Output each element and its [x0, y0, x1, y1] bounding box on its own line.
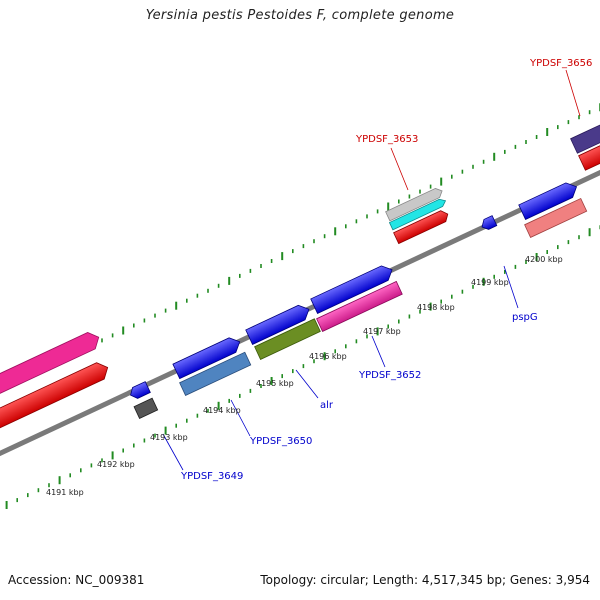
- label-leaders: [162, 69, 581, 471]
- gene-feature[interactable]: [524, 197, 588, 238]
- forward-strand-features: [0, 121, 600, 438]
- kbp-label-4197: 4197 kbp: [363, 327, 401, 336]
- kbp-label-4196: 4196 kbp: [309, 352, 347, 361]
- gene-feature[interactable]: [310, 263, 396, 314]
- inner-tick-track: [5, 225, 600, 509]
- gene-feature[interactable]: [388, 197, 447, 231]
- gene-label-pspg: pspG: [512, 312, 538, 323]
- gene-feature[interactable]: [578, 138, 600, 171]
- gene-feature[interactable]: [479, 215, 498, 232]
- kbp-label-4191: 4191 kbp: [46, 488, 84, 497]
- gene-label-ypdsf-3656: YPDSF_3656: [529, 58, 592, 69]
- gene-feature[interactable]: [393, 209, 451, 245]
- kbp-label-4195: 4195 kbp: [256, 379, 294, 388]
- kbp-label-4193: 4193 kbp: [150, 433, 188, 442]
- gene-label-ypdsf-3652: YPDSF_3652: [358, 370, 421, 381]
- gene-feature[interactable]: [518, 180, 580, 220]
- kbp-label-4199: 4199 kbp: [471, 278, 509, 287]
- gene-feature[interactable]: [128, 381, 151, 401]
- gene-feature[interactable]: [0, 329, 103, 404]
- map-title: Yersinia pestis Pestoides F, complete ge…: [145, 8, 455, 23]
- gene-label-alr: alr: [320, 400, 334, 411]
- gene-feature[interactable]: [254, 318, 321, 360]
- gene-feature[interactable]: [172, 334, 243, 380]
- gene-feature[interactable]: [245, 302, 313, 345]
- accession-text: Accession: NC_009381: [8, 573, 145, 587]
- reverse-strand-features: [128, 197, 588, 419]
- kbp-label-4194: 4194 kbp: [203, 406, 241, 415]
- gene-label-ypdsf-3649: YPDSF_3649: [180, 471, 243, 482]
- kbp-label-4198: 4198 kbp: [417, 303, 455, 312]
- kbp-label-4192: 4192 kbp: [97, 460, 135, 469]
- gene-feature[interactable]: [570, 121, 600, 154]
- gene-feature[interactable]: [316, 280, 403, 332]
- gene-feature[interactable]: [0, 359, 111, 438]
- gene-feature[interactable]: [133, 397, 159, 419]
- kbp-label-4200: 4200 kbp: [525, 255, 563, 264]
- gene-label-ypdsf-3653: YPDSF_3653: [355, 134, 418, 145]
- gene-feature[interactable]: [179, 351, 252, 396]
- gene-feature[interactable]: [385, 186, 445, 222]
- gene-label-ypdsf-3650: YPDSF_3650: [249, 436, 312, 447]
- genome-summary-text: Topology: circular; Length: 4,517,345 bp…: [260, 573, 590, 587]
